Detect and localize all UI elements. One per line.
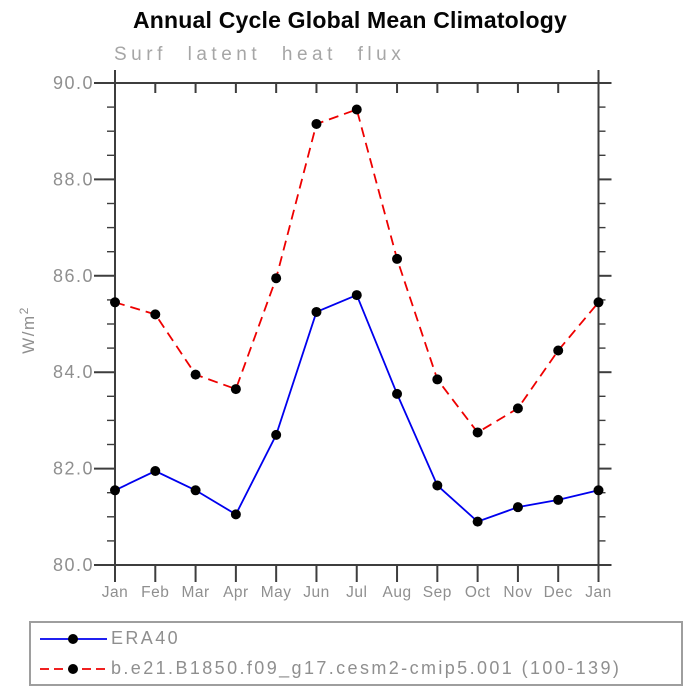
svg-text:Jan: Jan bbox=[102, 584, 129, 601]
axes-frame bbox=[94, 70, 612, 582]
legend-swatch-dashed-line-icon bbox=[40, 663, 107, 674]
svg-text:Jun: Jun bbox=[303, 584, 330, 601]
series-era40 bbox=[110, 290, 604, 527]
svg-text:Dec: Dec bbox=[544, 584, 573, 601]
svg-text:Jan: Jan bbox=[585, 584, 612, 601]
svg-text:88.0: 88.0 bbox=[53, 169, 94, 189]
svg-text:90.0: 90.0 bbox=[53, 73, 94, 93]
series-b-e21-b1850-f09-g17-cesm2-cmip5-001-100- bbox=[110, 104, 604, 438]
svg-text:Jul: Jul bbox=[346, 584, 367, 601]
svg-text:80.0: 80.0 bbox=[53, 555, 94, 575]
svg-text:86.0: 86.0 bbox=[53, 266, 94, 286]
svg-text:Mar: Mar bbox=[181, 584, 209, 601]
legend-swatch-solid-line-icon bbox=[40, 633, 107, 644]
legend-label-era40: ERA40 bbox=[111, 628, 181, 648]
svg-text:82.0: 82.0 bbox=[53, 459, 94, 479]
page-title: Annual Cycle Global Mean Climatology bbox=[132, 7, 568, 33]
svg-text:Sep: Sep bbox=[423, 584, 452, 601]
svg-text:Apr: Apr bbox=[223, 584, 249, 601]
legend-item-cesm2: b.e21.B1850.f09_g17.cesm2-cmip5.001 (100… bbox=[38, 654, 681, 684]
svg-text:May: May bbox=[261, 584, 292, 601]
svg-text:84.0: 84.0 bbox=[53, 362, 94, 382]
legend-label-cesm2: b.e21.B1850.f09_g17.cesm2-cmip5.001 (100… bbox=[111, 658, 622, 678]
y-tick-labels: 80.0 82.0 84.0 86.0 88.0 90.0 bbox=[53, 73, 94, 575]
svg-text:Aug: Aug bbox=[382, 584, 411, 601]
svg-text:Nov: Nov bbox=[503, 584, 532, 601]
legend: ERA40 b.e21.B1850.f09_g17.cesm2-cmip5.00… bbox=[29, 621, 683, 686]
x-tick-labels: Jan Feb Mar Apr May Jun Jul Aug Sep Oct Nov Dec Jan bbox=[102, 584, 612, 601]
svg-text:Feb: Feb bbox=[141, 584, 169, 601]
y-axis-title: W/m2 bbox=[17, 306, 38, 354]
chart-subtitle: Surf latent heat flux bbox=[114, 44, 406, 65]
svg-text:Oct: Oct bbox=[465, 584, 491, 601]
legend-item-era40: ERA40 bbox=[38, 624, 681, 654]
